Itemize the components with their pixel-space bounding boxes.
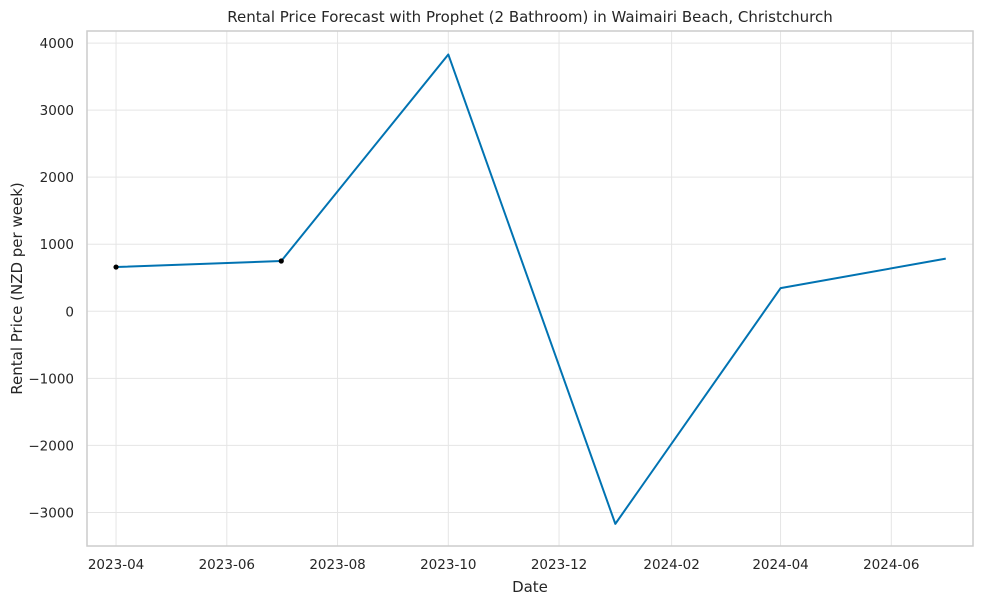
y-tick-label: 2000	[40, 170, 74, 186]
x-axis-title: Date	[512, 578, 548, 596]
x-tick-label: 2023-08	[309, 557, 365, 573]
y-tick-label: 0	[65, 304, 74, 320]
x-tick-label: 2024-02	[643, 557, 699, 573]
y-tick-label: 1000	[40, 237, 74, 253]
observed-points-layer	[113, 258, 284, 270]
chart-title: Rental Price Forecast with Prophet (2 Ba…	[227, 8, 832, 26]
y-tick-label: 4000	[40, 36, 74, 52]
x-tick-label: 2024-06	[863, 557, 919, 573]
x-axis-ticks: 2023-04 2023-06 2023-08 2023-10 2023-12 2024-…	[88, 557, 920, 573]
x-tick-label: 2023-04	[88, 557, 144, 573]
forecast-line	[116, 53, 946, 525]
observed-point	[278, 258, 284, 264]
plot-frame	[86, 30, 974, 547]
series-layer	[116, 53, 946, 525]
y-tick-label: −1000	[28, 371, 74, 387]
x-tick-label: 2024-04	[752, 557, 808, 573]
y-tick-label: −3000	[28, 505, 74, 521]
y-axis-title: Rental Price (NZD per week)	[8, 182, 26, 394]
x-tick-label: 2023-10	[420, 557, 476, 573]
x-tick-label: 2023-06	[199, 557, 255, 573]
grid	[87, 31, 973, 546]
y-axis-ticks: 4000 3000 2000 1000 0 −1000 −2000 −3000	[28, 36, 74, 521]
y-tick-label: 3000	[40, 103, 74, 119]
observed-point	[113, 264, 119, 270]
x-tick-label: 2023-12	[531, 557, 587, 573]
y-tick-label: −2000	[28, 438, 74, 454]
